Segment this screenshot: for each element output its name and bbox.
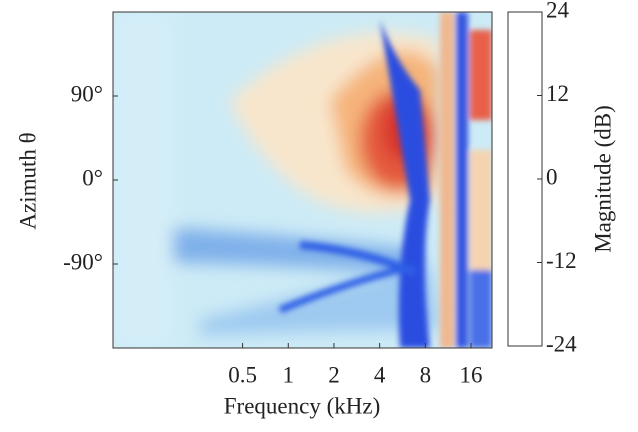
x-tick-label: 2 <box>328 362 340 387</box>
x-tick-label: 16 <box>460 362 483 387</box>
colorbar-tick-label: -12 <box>546 248 577 273</box>
colorbar <box>507 11 543 347</box>
colorbar-label: Magnitude (dB) <box>590 105 615 253</box>
colorbar-tick-label: 24 <box>546 0 570 22</box>
x-tick-label: 8 <box>420 362 432 387</box>
colorbar-tick-label: -24 <box>546 331 577 356</box>
heatmap <box>113 12 492 348</box>
x-axis-label: Frequency (kHz) <box>224 393 380 418</box>
y-tick-label: 0° <box>82 165 103 190</box>
x-tick-label: 4 <box>374 362 386 387</box>
y-tick-label: -90° <box>63 249 103 274</box>
colorbar-tick-label: 12 <box>546 81 569 106</box>
colorbar-tick-label: 0 <box>546 164 558 189</box>
x-tick-label: 0.5 <box>228 362 257 387</box>
y-axis-label: Azimuth θ <box>15 132 40 229</box>
y-tick-label: 90° <box>71 81 103 106</box>
x-tick-label: 1 <box>283 362 295 387</box>
